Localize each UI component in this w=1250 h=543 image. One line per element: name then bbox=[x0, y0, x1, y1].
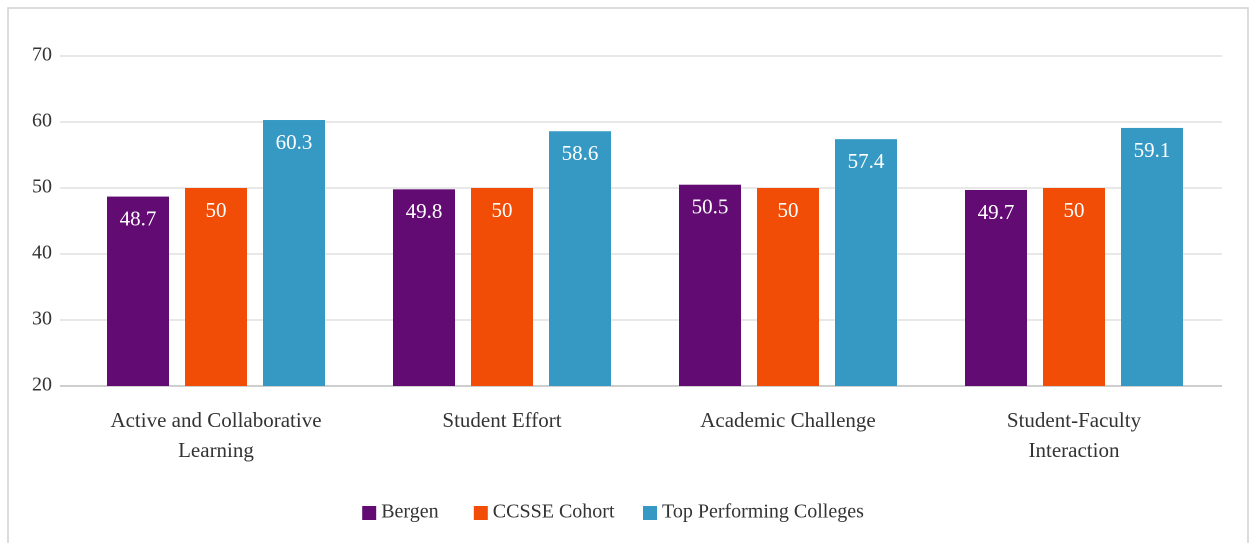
y-tick-label: 40 bbox=[32, 242, 52, 264]
data-label: 50.5 bbox=[692, 195, 729, 219]
bar bbox=[835, 139, 897, 386]
data-label: 50 bbox=[778, 198, 799, 222]
legend-label: CCSSE Cohort bbox=[493, 501, 615, 523]
legend-swatch bbox=[643, 506, 657, 520]
data-label: 57.4 bbox=[848, 149, 885, 173]
legend-label: Top Performing Colleges bbox=[662, 501, 864, 523]
y-tick-label: 50 bbox=[32, 176, 52, 198]
bar bbox=[393, 189, 455, 386]
y-tick-label: 60 bbox=[32, 110, 52, 132]
data-label: 50 bbox=[492, 198, 513, 222]
data-label: 48.7 bbox=[120, 206, 157, 230]
data-label: 49.7 bbox=[978, 200, 1015, 224]
x-tick-label: Academic Challenge bbox=[700, 408, 876, 432]
data-label: 58.6 bbox=[562, 141, 599, 165]
y-tick-label: 20 bbox=[32, 374, 52, 396]
bar bbox=[185, 188, 247, 386]
bar bbox=[679, 184, 741, 386]
bar bbox=[263, 120, 325, 387]
chart-frame bbox=[7, 7, 1249, 543]
x-tick-label: Student Effort bbox=[442, 408, 562, 432]
legend-swatch bbox=[362, 506, 377, 520]
x-tick-label: Active and Collaborative Learning bbox=[110, 408, 322, 462]
data-label: 49.8 bbox=[406, 199, 443, 223]
data-label: 50 bbox=[206, 198, 227, 222]
y-tick-label: 30 bbox=[32, 308, 52, 330]
bar bbox=[1121, 127, 1183, 386]
bar bbox=[107, 196, 169, 386]
legend-swatch bbox=[473, 506, 488, 520]
legend-label: Bergen bbox=[381, 501, 438, 523]
x-tick-label: Student-Faculty Interaction bbox=[1006, 408, 1142, 462]
bar bbox=[549, 131, 611, 386]
bar bbox=[965, 189, 1027, 386]
bar bbox=[1043, 188, 1105, 386]
bar bbox=[757, 188, 819, 386]
y-tick-label: 70 bbox=[32, 44, 52, 66]
data-label: 60.3 bbox=[276, 130, 313, 154]
data-label: 59.1 bbox=[1134, 138, 1171, 162]
bar bbox=[471, 188, 533, 386]
data-label: 50 bbox=[1064, 198, 1085, 222]
